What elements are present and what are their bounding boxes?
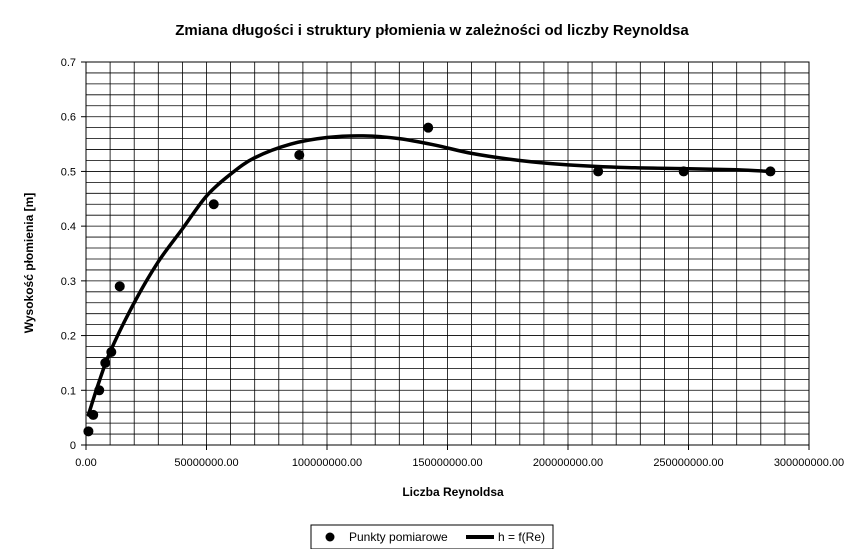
- x-tick-label: 0.00: [75, 457, 96, 469]
- y-tick-label: 0.6: [61, 112, 76, 124]
- x-tick-label: 250000000.00: [653, 457, 723, 469]
- x-tick-label: 50000000.00: [174, 457, 238, 469]
- x-tick-label: 300000000.00: [774, 457, 844, 469]
- legend-label-markers: Punkty pomiarowe: [349, 530, 448, 544]
- data-point: [94, 385, 105, 396]
- y-tick-label: 0.2: [61, 331, 76, 343]
- legend-box: [310, 524, 554, 550]
- tick-labels: 0.00 50000000.00 100000000.00 150000000.00 2…: [61, 57, 844, 469]
- data-point: [678, 166, 689, 177]
- marker-layer: [83, 122, 776, 437]
- data-point: [88, 409, 99, 420]
- y-tick-label: 0.1: [61, 385, 76, 397]
- legend: Punkty pomiarowe h = f(Re): [310, 524, 554, 550]
- x-tick-label: 150000000.00: [412, 457, 482, 469]
- data-point: [593, 166, 604, 177]
- y-tick-label: 0.5: [61, 166, 76, 178]
- data-point: [100, 357, 111, 368]
- x-tick-label: 100000000.00: [292, 457, 362, 469]
- fit-curve: [86, 134, 773, 417]
- y-tick-label: 0.4: [61, 221, 76, 233]
- data-point: [83, 426, 94, 437]
- y-tick-label: 0.7: [61, 57, 76, 69]
- y-tick-label: 0.3: [61, 276, 76, 288]
- data-point: [294, 150, 305, 161]
- y-axis-title: Wysokość płomienia [m]: [22, 193, 36, 333]
- data-point: [106, 346, 117, 357]
- legend-label-line: h = f(Re): [498, 530, 545, 544]
- data-point: [114, 281, 125, 292]
- data-point: [765, 166, 776, 177]
- data-point: [423, 122, 434, 133]
- data-point: [208, 199, 219, 210]
- y-tick-label: 0: [70, 440, 76, 452]
- x-tick-label: 200000000.00: [533, 457, 603, 469]
- x-axis-title: Liczba Reynoldsa: [402, 485, 504, 499]
- fit-curve-layer: [86, 134, 773, 417]
- chart-title: Zmiana długości i struktury płomienia w …: [175, 22, 689, 39]
- grid: [86, 62, 809, 445]
- legend-marker-icon: [325, 532, 335, 542]
